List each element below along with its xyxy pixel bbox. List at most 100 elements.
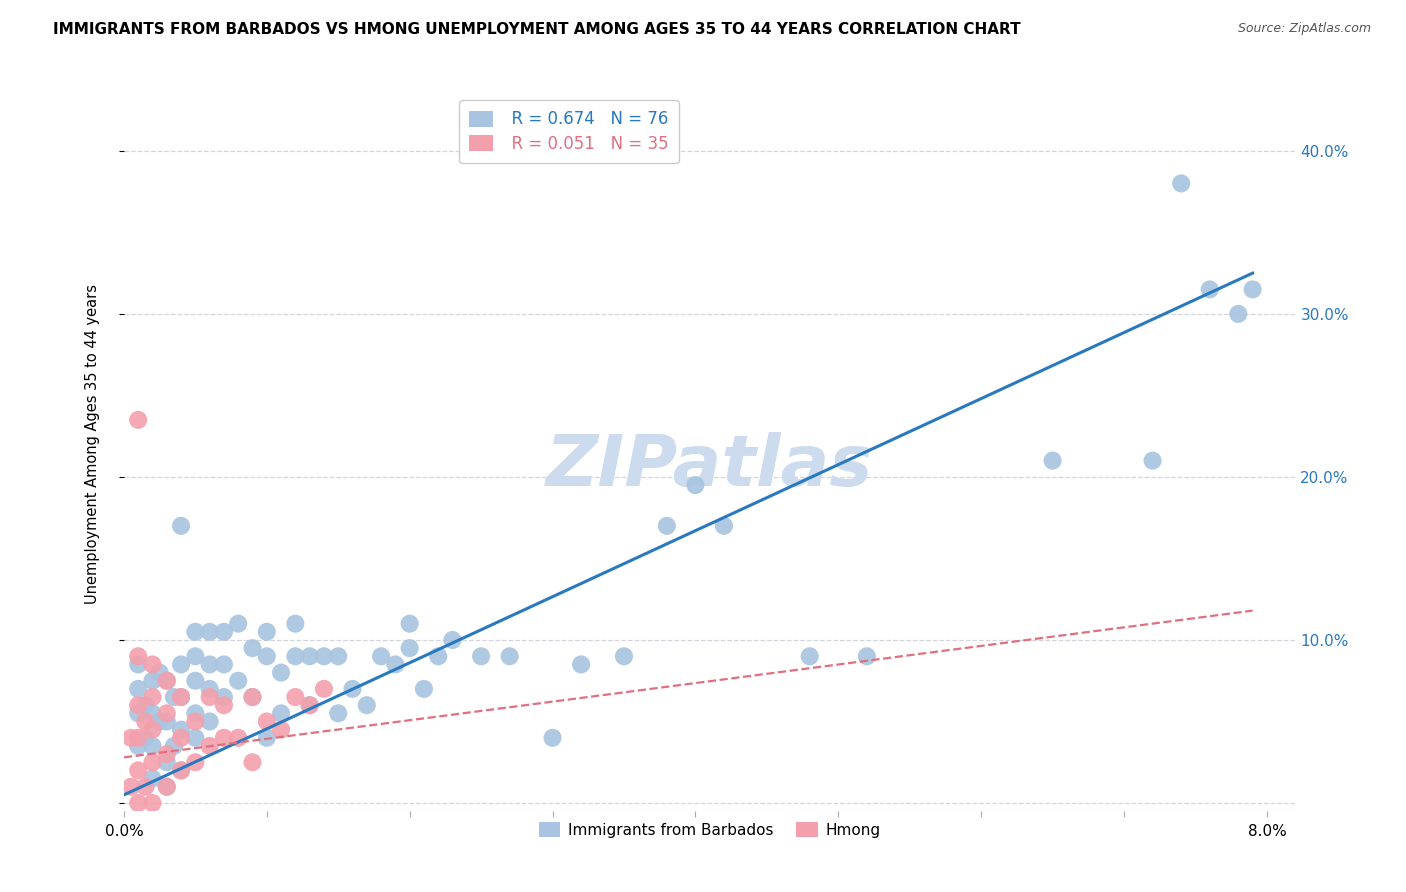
Point (655, 519, 678, 533)
Point (184, 624, 207, 639)
Point (1241, 282, 1264, 296)
Point (127, 764, 149, 778)
Point (141, 673, 163, 688)
Point (141, 723, 163, 737)
Point (370, 649, 392, 664)
Point (284, 616, 307, 631)
Point (127, 698, 149, 713)
Point (184, 649, 207, 664)
Point (156, 673, 179, 688)
Point (184, 714, 207, 729)
Point (184, 706, 207, 721)
Point (212, 731, 235, 745)
Point (170, 723, 193, 737)
Point (328, 649, 350, 664)
Point (127, 739, 149, 753)
Point (441, 632, 464, 647)
Point (498, 649, 520, 664)
Point (856, 649, 879, 664)
Point (413, 681, 436, 696)
Point (242, 690, 264, 704)
Point (120, 731, 142, 745)
Point (284, 649, 307, 664)
Point (212, 698, 235, 713)
Point (127, 796, 149, 810)
Point (141, 706, 163, 721)
Point (120, 780, 142, 794)
Point (198, 739, 221, 753)
Point (226, 616, 249, 631)
Point (141, 690, 163, 704)
Point (170, 764, 193, 778)
Point (613, 649, 636, 664)
Point (141, 756, 163, 770)
Point (156, 747, 179, 761)
Point (541, 731, 564, 745)
Text: Source: ZipAtlas.com: Source: ZipAtlas.com (1237, 22, 1371, 36)
Point (134, 698, 156, 713)
Point (156, 780, 179, 794)
Point (242, 690, 264, 704)
Point (163, 690, 186, 704)
Point (127, 681, 149, 696)
Point (342, 681, 364, 696)
Point (198, 714, 221, 729)
Point (226, 673, 249, 688)
Point (170, 690, 193, 704)
Point (298, 649, 321, 664)
Point (242, 756, 264, 770)
Point (156, 714, 179, 729)
Point (134, 714, 156, 729)
Point (242, 641, 264, 656)
Point (1227, 307, 1250, 321)
Point (799, 649, 821, 664)
Text: ZIPatlas: ZIPatlas (546, 432, 873, 500)
Point (212, 690, 235, 704)
Point (127, 706, 149, 721)
Point (170, 519, 193, 533)
Point (256, 649, 278, 664)
Point (127, 413, 149, 427)
Point (284, 690, 307, 704)
Point (184, 756, 207, 770)
Point (398, 616, 420, 631)
Point (170, 690, 193, 704)
Point (141, 772, 163, 786)
Point (170, 764, 193, 778)
Legend: Immigrants from Barbados, Hmong: Immigrants from Barbados, Hmong (533, 816, 887, 844)
Text: 0.0%: 0.0% (104, 824, 143, 839)
Point (1142, 453, 1164, 467)
Point (134, 780, 156, 794)
Point (198, 690, 221, 704)
Point (713, 519, 735, 533)
Point (298, 698, 321, 713)
Point (127, 649, 149, 664)
Point (198, 624, 221, 639)
Point (298, 698, 321, 713)
Point (470, 649, 492, 664)
Point (141, 796, 163, 810)
Point (312, 649, 335, 664)
Point (184, 731, 207, 745)
Point (270, 665, 292, 680)
Point (163, 739, 186, 753)
Point (569, 657, 592, 672)
Point (184, 673, 207, 688)
Point (156, 780, 179, 794)
Point (384, 657, 406, 672)
Point (256, 731, 278, 745)
Text: IMMIGRANTS FROM BARBADOS VS HMONG UNEMPLOYMENT AMONG AGES 35 TO 44 YEARS CORRELA: IMMIGRANTS FROM BARBADOS VS HMONG UNEMPL… (53, 22, 1021, 37)
Point (149, 665, 172, 680)
Point (141, 739, 163, 753)
Point (226, 731, 249, 745)
Point (212, 624, 235, 639)
Point (256, 624, 278, 639)
Point (1042, 453, 1064, 467)
Point (134, 731, 156, 745)
Point (170, 657, 193, 672)
Point (127, 657, 149, 672)
Point (198, 681, 221, 696)
Point (127, 731, 149, 745)
Point (270, 723, 292, 737)
Point (328, 706, 350, 721)
